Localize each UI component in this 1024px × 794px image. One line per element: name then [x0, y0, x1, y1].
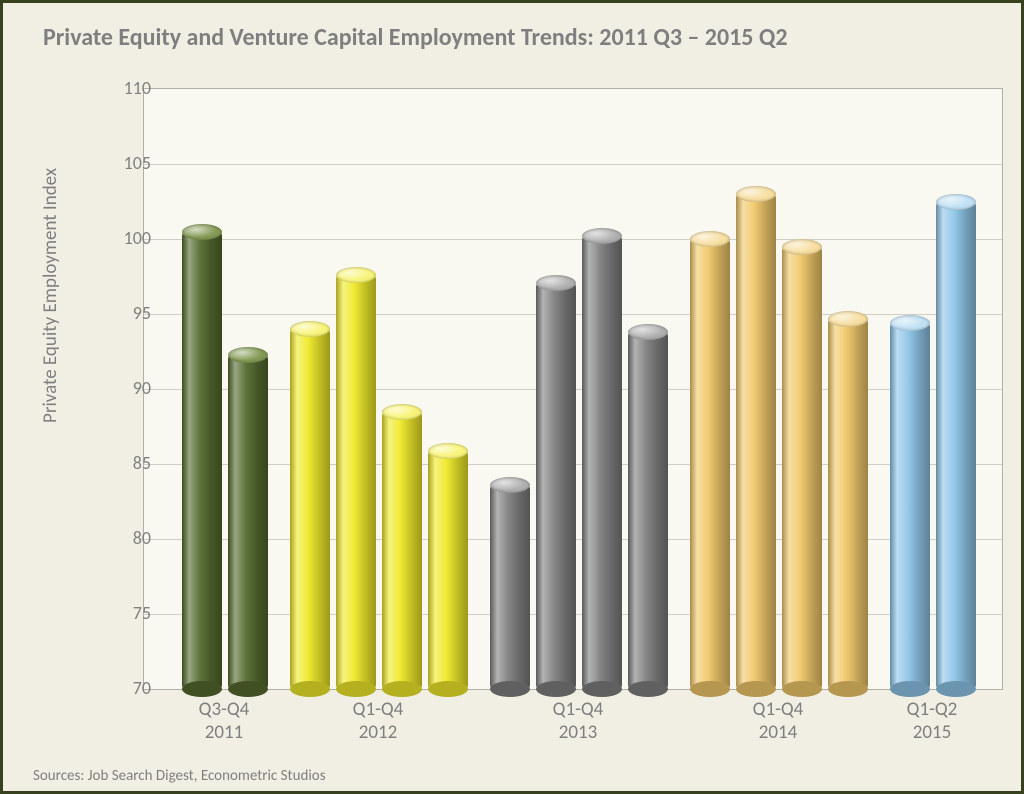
y-tick-label: 90 [101, 377, 151, 399]
bar [290, 329, 330, 689]
y-tick-label: 110 [101, 77, 151, 99]
y-axis-label: Private Equity Employment Index [39, 168, 62, 423]
bar [582, 236, 622, 689]
x-tick-label: Q1-Q42012 [318, 698, 438, 744]
bar [228, 355, 268, 690]
y-tick-label: 100 [101, 227, 151, 249]
bar [336, 275, 376, 689]
x-tick-label: Q1-Q22015 [872, 698, 992, 744]
x-tick-label: Q3-Q42011 [164, 698, 284, 744]
y-tick-label: 80 [101, 527, 151, 549]
source-text: Sources: Job Search Digest, Econometric … [33, 767, 326, 785]
gridline [144, 239, 1002, 240]
bar [382, 412, 422, 690]
bar [690, 239, 730, 689]
bar [182, 232, 222, 690]
plot-area [143, 88, 1003, 690]
y-tick-label: 85 [101, 452, 151, 474]
x-tick-label: Q1-Q42014 [718, 698, 838, 744]
bar [628, 332, 668, 689]
y-tick-label: 75 [101, 602, 151, 624]
y-tick-label: 105 [101, 152, 151, 174]
bar [782, 247, 822, 690]
y-tick-label: 95 [101, 302, 151, 324]
bar [428, 451, 468, 690]
gridline [144, 164, 1002, 165]
y-tick-label: 70 [101, 677, 151, 699]
bar [890, 323, 930, 689]
bar [828, 319, 868, 690]
chart-title: Private Equity and Venture Capital Emplo… [43, 23, 788, 52]
bar [736, 194, 776, 689]
bar [536, 283, 576, 690]
bar [490, 485, 530, 689]
chart-frame: Private Equity and Venture Capital Emplo… [0, 0, 1024, 794]
bar [936, 202, 976, 690]
x-tick-label: Q1-Q42013 [518, 698, 638, 744]
